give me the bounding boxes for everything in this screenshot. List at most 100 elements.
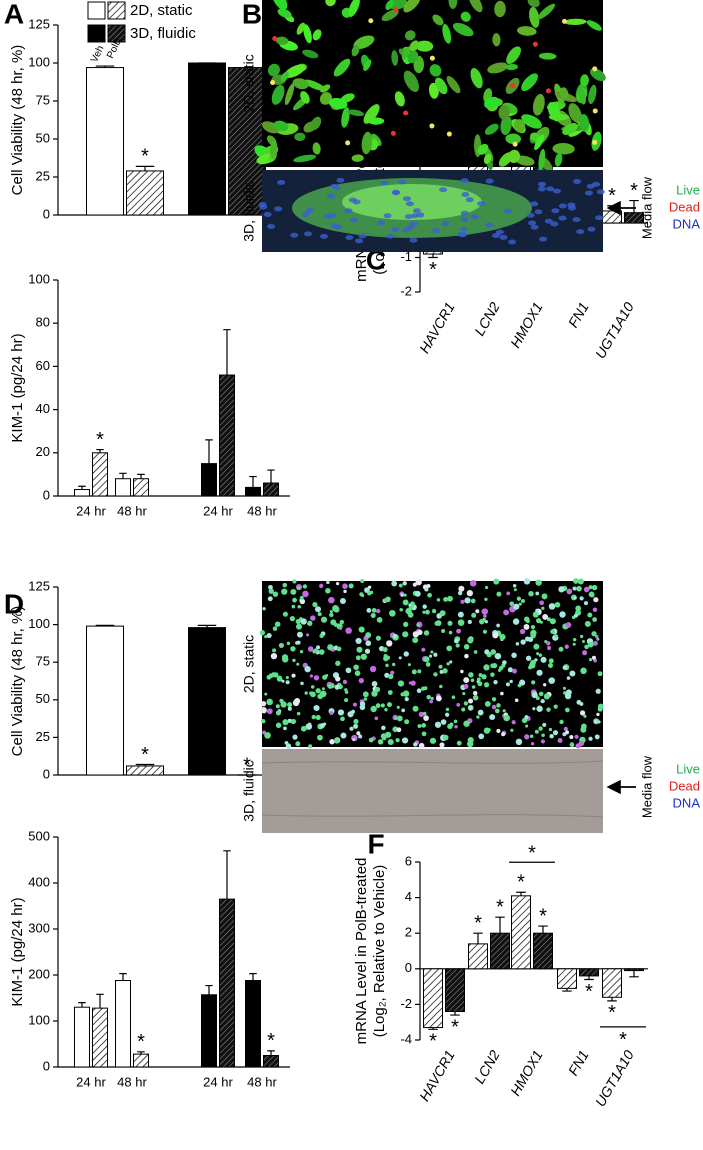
error-bar	[223, 329, 231, 376]
y-tick-label: 100	[28, 54, 50, 69]
cell	[334, 738, 340, 744]
cell	[446, 645, 453, 652]
cell	[325, 673, 329, 678]
cell	[456, 740, 462, 746]
cell	[307, 620, 313, 627]
cell	[267, 63, 280, 77]
cell	[464, 653, 469, 659]
cell	[442, 24, 452, 44]
cell	[282, 582, 288, 588]
cell	[579, 702, 584, 706]
cell	[356, 731, 361, 736]
cell	[492, 33, 501, 47]
cell	[536, 669, 543, 676]
cell	[532, 707, 536, 711]
nucleus	[458, 232, 467, 238]
cell	[274, 621, 281, 627]
significance-star: *	[137, 1031, 145, 1053]
cell	[529, 6, 540, 28]
cell	[292, 734, 298, 740]
cell	[261, 719, 266, 724]
cell	[353, 664, 359, 671]
nucleus	[526, 212, 535, 218]
x-tick-label: 24 hr	[203, 1074, 233, 1089]
cell	[484, 585, 489, 590]
cell	[340, 732, 347, 739]
cell	[328, 596, 335, 604]
cell	[558, 646, 564, 652]
row-label: 2D, static	[241, 54, 257, 112]
cell	[304, 691, 308, 695]
cell	[335, 676, 341, 682]
y-tick-label: 0	[43, 206, 50, 221]
cell	[531, 680, 536, 685]
cell	[457, 611, 464, 618]
cell	[312, 650, 316, 654]
cell	[412, 637, 419, 644]
y-tick-label: 125	[28, 16, 50, 31]
cell	[490, 649, 497, 655]
cell	[407, 50, 419, 64]
cell	[317, 734, 323, 741]
error-bar	[562, 988, 572, 992]
cell	[312, 142, 321, 155]
cell	[546, 641, 551, 646]
cell	[385, 0, 394, 11]
flow-label: Media flow	[639, 176, 654, 239]
cell	[435, 620, 442, 626]
significance-star: *	[141, 744, 149, 766]
cell	[579, 710, 586, 716]
bar	[188, 62, 226, 216]
cell	[396, 727, 402, 733]
cell	[505, 133, 522, 145]
cell	[481, 608, 489, 615]
cell	[468, 0, 483, 13]
cell	[460, 11, 471, 22]
cell	[591, 584, 598, 591]
cell	[418, 711, 425, 718]
cell	[468, 672, 474, 678]
stain-label: Live	[676, 182, 700, 197]
nucleus	[358, 233, 367, 239]
cell	[292, 699, 300, 707]
legend-swatch	[107, 1, 126, 20]
cell	[596, 637, 600, 641]
cell	[275, 710, 281, 716]
cell	[291, 604, 296, 609]
nucleus	[558, 203, 567, 209]
x-tick-label: 24 hr	[76, 503, 106, 518]
cell	[511, 720, 516, 725]
cell	[286, 641, 291, 646]
panel-letter: D	[4, 588, 24, 619]
channel-edge	[261, 814, 604, 818]
x-tick-label: 48 hr	[247, 503, 277, 518]
cell	[543, 683, 547, 687]
cell	[375, 703, 381, 709]
y-tick-label: 40	[36, 401, 50, 416]
cell	[266, 698, 273, 706]
significance-star: *	[585, 981, 593, 1003]
cell	[574, 613, 578, 618]
cell	[502, 660, 507, 665]
legend-label: 3D, fluidic	[130, 25, 196, 42]
cell	[329, 739, 335, 745]
cell	[272, 591, 279, 597]
cell	[446, 75, 461, 94]
cell	[518, 602, 522, 606]
cell	[396, 715, 403, 722]
cell	[408, 603, 412, 607]
cell	[319, 633, 324, 639]
cell	[583, 714, 587, 718]
cell	[385, 663, 389, 668]
row-label: 2D, static	[241, 635, 257, 693]
cell	[439, 742, 445, 748]
nucleus	[544, 218, 553, 224]
nucleus	[477, 201, 486, 207]
cell	[472, 694, 479, 701]
panel-letter: B	[242, 0, 262, 29]
nucleus	[306, 208, 315, 214]
cell	[339, 619, 345, 625]
cell	[538, 148, 546, 172]
cell	[540, 656, 547, 663]
cell	[566, 676, 571, 680]
